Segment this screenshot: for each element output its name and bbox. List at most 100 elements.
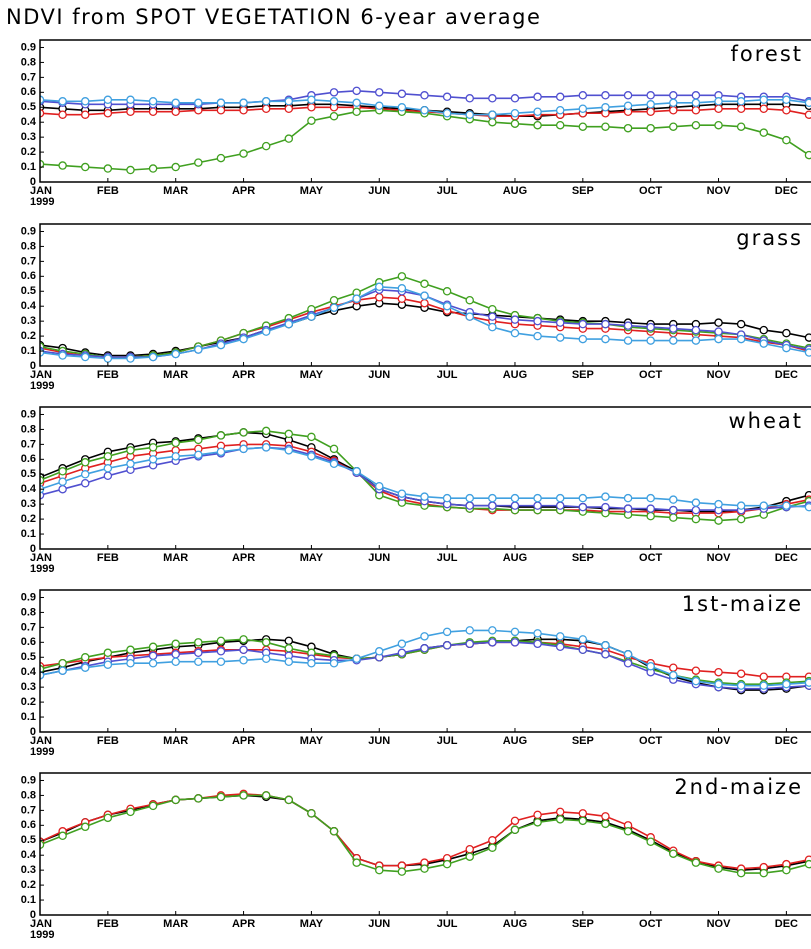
data-point [533,92,542,102]
x-tick-label: JUN [368,185,390,197]
data-point [691,498,701,507]
data-point [261,791,271,800]
data-point [465,295,474,305]
data-point [510,638,520,647]
data-point [284,319,294,329]
data-point [759,95,769,105]
data-point [691,120,701,130]
data-point [329,111,339,121]
data-point [171,162,180,172]
y-tick-label: 0.8 [21,56,36,68]
x-tick-label: AUG [503,369,527,381]
data-point [239,106,248,115]
data-point [714,864,723,873]
x-tick-label: JAN [30,918,52,930]
data-point [714,104,723,114]
data-point [669,495,678,504]
data-point [284,429,294,439]
y-tick-label: 0.3 [21,315,36,327]
data-point [284,636,294,646]
data-point [646,107,655,116]
data-point [58,161,67,170]
data-point [420,632,429,641]
data-point [239,444,248,454]
data-point [58,467,67,476]
data-point [736,514,746,524]
y-tick-label: 0.5 [21,101,36,113]
data-point [239,791,248,800]
y-tick-label: 0.1 [21,711,36,723]
data-point [58,351,67,360]
data-point [465,501,474,510]
data-point [465,626,474,635]
data-point [397,648,407,658]
data-point [601,122,610,131]
data-point [510,94,520,103]
y-tick-label: 0.9 [21,774,36,786]
data-point [375,865,384,875]
data-point [736,868,746,878]
data-point [759,104,769,114]
y-tick-label: 0.4 [21,116,37,128]
x-tick-label: AUG [503,552,527,564]
x-tick-label: DEC [775,735,798,747]
data-point [691,336,701,345]
data-point [307,312,316,321]
data-point [782,135,791,145]
plot-frame [39,772,811,916]
data-point [646,100,655,109]
data-point [510,825,520,835]
data-point [80,470,90,479]
x-tick-label: APR [232,369,255,381]
data-point [646,322,655,332]
data-point [171,438,180,448]
data-point [623,321,633,330]
data-point [759,325,769,335]
y-tick-label: 0.7 [21,804,36,816]
data-point [103,164,113,173]
data-point [714,334,723,344]
data-point [171,657,180,666]
data-point [307,103,316,112]
y-tick-label: 0.8 [21,606,36,618]
x-tick-label: JUN [368,735,390,747]
data-point [216,431,226,440]
data-point [261,104,271,114]
data-point [555,318,565,327]
data-point [126,354,135,363]
data-point [80,822,90,832]
data-point [216,106,226,115]
data-point [148,443,158,452]
data-point [759,501,769,510]
data-point [352,467,361,476]
data-point [736,669,746,678]
data-point [646,336,655,345]
data-point [58,831,67,841]
data-point [126,459,135,469]
data-point [601,812,610,821]
x-tick-label: SEP [572,552,594,564]
data-point [148,107,158,116]
data-point [329,97,339,106]
data-point [488,322,497,332]
data-point [397,867,407,876]
data-point [691,514,701,524]
data-point [533,810,542,820]
data-point [58,484,67,494]
x-tick-label: DEC [775,918,798,930]
x-tick-label: OCT [639,552,663,564]
data-point [239,656,248,665]
data-point [782,343,791,353]
x-tick-label: JAN [30,735,52,747]
data-point [623,91,633,100]
data-point [555,642,565,652]
data-point [442,108,452,118]
data-point [239,635,248,644]
data-point [58,97,67,106]
x-tick-label: APR [232,918,255,930]
x-tick-label: MAY [300,185,324,197]
x-tick-label: AUG [503,185,527,197]
data-point [307,432,316,442]
x-tick-label: MAY [300,735,324,747]
y-tick-label: 0.7 [21,438,36,450]
